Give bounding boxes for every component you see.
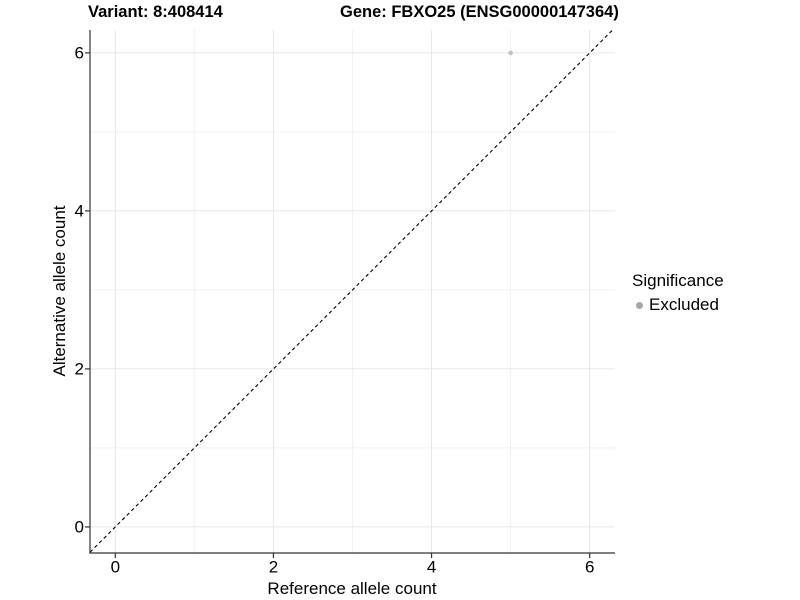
x-tick-label: 2 — [268, 557, 279, 577]
x-axis-title: Reference allele count — [267, 579, 437, 598]
legend-title: Significance — [632, 271, 724, 290]
plot-title-gene: Gene: FBXO25 (ENSG00000147364) — [340, 3, 619, 21]
y-tick-label: 4 — [74, 201, 84, 221]
legend-point-icon — [636, 301, 643, 309]
y-tick-label: 2 — [74, 359, 84, 379]
plot-title-variant: Variant: 8:408414 — [88, 3, 223, 21]
y-tick-label: 0 — [74, 517, 84, 537]
x-tick-label: 0 — [110, 557, 121, 577]
x-tick-label: 4 — [426, 557, 437, 577]
x-tick-label: 6 — [584, 557, 595, 577]
legend: Significance Excluded — [632, 271, 724, 315]
y-axis-title: Alternative allele count — [50, 205, 69, 377]
legend-item-label: Excluded — [649, 295, 719, 314]
y-tick-label: 6 — [74, 43, 84, 63]
identity-dashed-line — [89, 29, 614, 553]
legend-item-excluded: Excluded — [632, 295, 724, 315]
data-point — [508, 50, 513, 56]
